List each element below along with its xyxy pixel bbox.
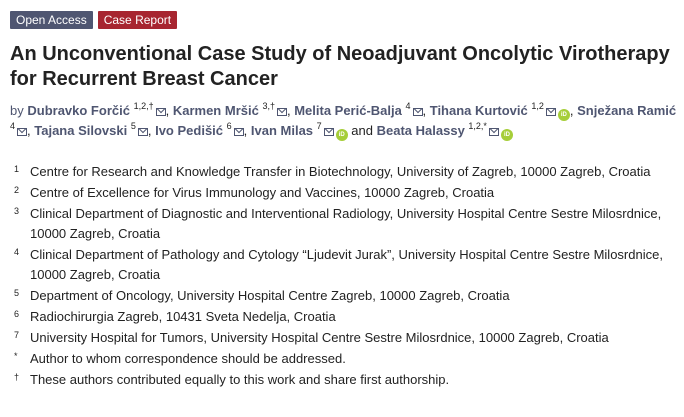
author-name[interactable]: Tajana Silovski	[34, 123, 128, 138]
affiliation-item: * Author to whom correspondence should be…	[14, 349, 678, 369]
author-affiliation-sup: 1,2,†	[133, 100, 154, 111]
author-item: Tihana Kurtović 1,2 iD	[429, 100, 570, 121]
envelope-icon[interactable]	[17, 128, 28, 136]
author-affiliation-sup: 4	[10, 120, 16, 131]
envelope-icon[interactable]	[276, 108, 287, 116]
author-item: Karmen Mršić 3,†	[172, 100, 287, 118]
author-item: Ivo Pedišić 6	[155, 120, 244, 138]
author-affiliation-sup: 1,2,*	[468, 120, 487, 131]
affiliation-text: Clinical Department of Pathology and Cyt…	[30, 247, 663, 282]
author-list: by Dubravko Forčić 1,2,†, Karmen Mršić 3…	[10, 101, 680, 141]
affiliation-text: Radiochirurgia Zagreb, 10431 Sveta Nedel…	[30, 309, 336, 324]
affiliation-text: Author to whom correspondence should be …	[30, 351, 346, 366]
author-name[interactable]: Snježana Ramić	[577, 103, 677, 118]
author-name[interactable]: Tihana Kurtović	[429, 103, 528, 118]
author-item: Beata Halassy 1,2,* iD	[376, 120, 513, 141]
affiliation-text: Centre of Excellence for Virus Immunolog…	[30, 185, 495, 200]
affiliation-text: University Hospital for Tumors, Universi…	[30, 330, 609, 345]
affiliation-item: 5 Department of Oncology, University Hosp…	[14, 286, 678, 306]
author-affiliation-sup: 7	[316, 120, 322, 131]
orcid-icon[interactable]: iD	[335, 129, 348, 141]
orcid-icon[interactable]: iD	[557, 109, 570, 121]
affiliation-number: *	[14, 351, 18, 361]
affiliation-number: 6	[14, 309, 20, 319]
author-name[interactable]: Ivan Milas	[250, 123, 314, 138]
affiliation-number: 4	[14, 247, 20, 257]
affiliation-number: 5	[14, 288, 20, 298]
author-item: Tajana Silovski 5	[34, 120, 148, 138]
affiliation-item: 3 Clinical Department of Diagnostic and I…	[14, 204, 678, 244]
affiliation-item: 2 Centre of Excellence for Virus Immunolo…	[14, 183, 678, 203]
author-item: Ivan Milas 7 iD	[250, 120, 348, 141]
author-affiliation-sup: 4	[405, 100, 411, 111]
author-name[interactable]: Beata Halassy	[376, 123, 465, 138]
affiliation-text: Clinical Department of Diagnostic and In…	[30, 206, 662, 241]
envelope-icon[interactable]	[233, 128, 244, 136]
affiliation-number: 7	[14, 330, 20, 340]
case-report-badge[interactable]: Case Report	[97, 11, 178, 29]
author-item: Melita Perić-Balja 4	[294, 100, 423, 118]
envelope-icon[interactable]	[155, 108, 166, 116]
author-name[interactable]: Dubravko Forčić	[27, 103, 130, 118]
affiliation-item: 7 University Hospital for Tumors, Univers…	[14, 328, 678, 348]
envelope-icon[interactable]	[323, 128, 334, 136]
author-conjunction: and	[351, 123, 373, 138]
orcid-icon[interactable]: iD	[500, 129, 513, 141]
author-affiliation-sup: 3,†	[262, 100, 275, 111]
author-item: Dubravko Forčić 1,2,†	[27, 100, 166, 118]
author-affiliation-sup: 5	[130, 120, 136, 131]
author-affiliation-sup: 1,2	[531, 100, 544, 111]
author-item: Snježana Ramić 4	[10, 103, 676, 138]
envelope-icon[interactable]	[137, 128, 148, 136]
affiliation-text: Department of Oncology, University Hospi…	[30, 288, 510, 303]
affiliation-number: 2	[14, 185, 20, 195]
author-name[interactable]: Melita Perić-Balja	[294, 103, 402, 118]
by-label: by	[10, 103, 24, 118]
affiliation-text: These authors contributed equally to thi…	[30, 372, 450, 387]
envelope-icon[interactable]	[488, 128, 499, 136]
open-access-badge[interactable]: Open Access	[10, 11, 93, 29]
affiliation-number: 3	[14, 206, 20, 216]
article-title: An Unconventional Case Study of Neoadjuv…	[10, 43, 670, 90]
author-name[interactable]: Ivo Pedišić	[155, 123, 224, 138]
affiliation-number: 1	[14, 164, 20, 174]
envelope-icon[interactable]	[412, 108, 423, 116]
envelope-icon[interactable]	[545, 108, 556, 116]
author-affiliation-sup: 6	[226, 120, 232, 131]
affiliation-item: 6 Radiochirurgia Zagreb, 10431 Sveta Nede…	[14, 307, 678, 327]
author-name[interactable]: Karmen Mršić	[172, 103, 259, 118]
article-badges: Open Access Case Report	[10, 11, 178, 29]
affiliation-text: Centre for Research and Knowledge Transf…	[30, 164, 651, 179]
affiliation-item: † These authors contributed equally to th…	[14, 370, 678, 390]
affiliation-number: †	[14, 372, 20, 382]
affiliations-list: 1 Centre for Research and Knowledge Trans…	[14, 162, 678, 391]
affiliation-item: 4 Clinical Department of Pathology and Cy…	[14, 245, 678, 285]
affiliation-item: 1 Centre for Research and Knowledge Trans…	[14, 162, 678, 182]
